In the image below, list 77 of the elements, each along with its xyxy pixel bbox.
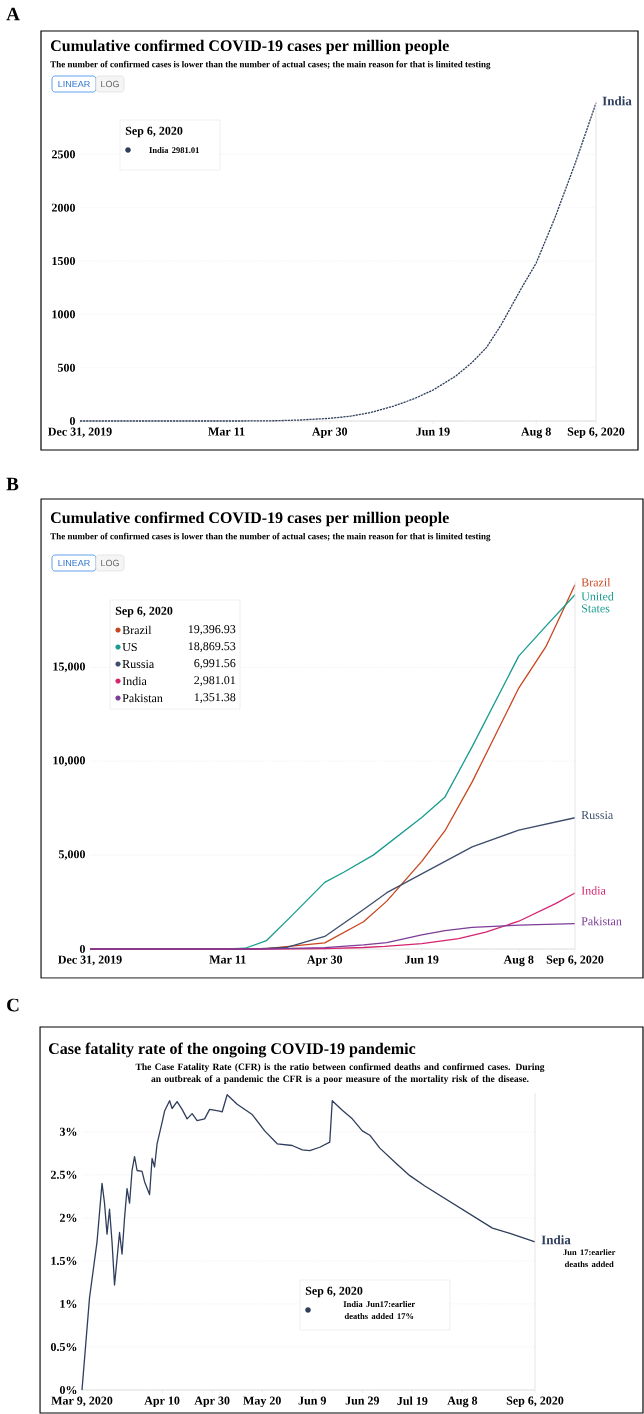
series-label: India [541,1235,571,1245]
series-label: United States [581,592,614,613]
text: LOG [101,80,119,88]
y-tick-label: 2% [59,1213,77,1222]
text: B [6,477,19,491]
line-series [89,922,576,950]
chart-title: Cumulative confirmed COVID-19 cases per million people [50,511,449,527]
y-tick-label: 0% [59,1385,77,1395]
chart-subtitle: The Case Fatality Rate (CFR) is the ratio between confirmed deaths and confirmed cases. During an outbreak of a pandemic the CFR is a poor measure of the mortality risk of the disease. [135,1063,545,1084]
annotation: 18,869.53 [188,642,236,652]
x-tick-label: Apr 10 [144,1396,180,1408]
chart-title: Cumulative confirmed COVID-19 cases per million people [50,39,449,55]
y-tick-label: 0 [79,944,85,954]
annotation: India 2981.01 [149,147,199,154]
y-tick-label: 1% [60,1299,77,1308]
x-tick-label: May 20 [243,1396,281,1408]
x-tick-label: Mar 9, 2020 [51,1396,113,1407]
series-label: Russia [581,810,614,819]
x-tick-label: Jul 19 [397,1396,428,1406]
x-tick-label: Jun 19 [416,427,450,436]
x-tick-label: Jun 19 [405,955,439,964]
y-tick-label: 2000 [51,203,75,212]
annotation: Sep 6, 2020 [115,606,173,618]
y-tick-label: 1.5% [51,1256,77,1265]
annotation: India Jun17:earlier deaths added 17% [343,1301,415,1320]
text: LINEAR [58,559,90,567]
x-tick-label: Mar 11 [209,955,246,964]
chart-subtitle: The number of confirmed cases is lower than the number of actual cases; the main reason for that is limited testing [50,532,491,542]
x-tick-label: Dec 31, 2019 [48,427,112,438]
y-tick-label: 1000 [52,310,75,319]
annotation: 6,991.56 [194,659,236,669]
x-tick-label: Mar 11 [208,427,245,436]
chart-subtitle: The number of confirmed cases is lower than the number of actual cases; the main reason for that is limited testing [50,60,491,70]
text: C [7,998,19,1012]
y-tick-label: 3% [59,1127,77,1136]
x-tick-label: Aug 8 [447,1396,478,1408]
y-tick-label: 15,000 [53,662,85,673]
annotation: Brazil [122,625,152,635]
text: Jun 17:earlier deaths added [563,1249,616,1268]
text: A [6,7,20,21]
y-tick-label: 0 [69,416,75,426]
series-label: Pakistan [581,916,622,926]
x-tick-label: Aug 8 [503,955,534,967]
x-tick-label: Jun 29 [345,1396,380,1405]
x-tick-label: Sep 6, 2020 [567,427,625,439]
x-tick-label: Jun 9 [298,1396,326,1405]
series-label: India [581,886,606,895]
y-tick-label: 2.5% [50,1170,77,1179]
x-tick-label: Aug 8 [521,427,551,439]
annotation: Russia [122,659,155,669]
annotation: Sep 6, 2020 [305,1286,363,1298]
annotation: 1,351.38 [194,693,236,703]
x-tick-label: Apr 30 [307,955,343,967]
x-tick-label: Sep 6, 2020 [506,1396,564,1408]
annotation: Pakistan [122,693,163,703]
x-tick-label: Sep 6, 2020 [546,955,604,967]
line-series [81,1094,536,1391]
annotation: India [122,676,147,686]
annotation: 2,981.01 [194,676,236,686]
text: LOG [101,559,119,567]
x-tick-label: Apr 30 [312,427,348,439]
y-tick-label: 10,000 [53,756,85,767]
series-label: India [602,96,632,106]
y-tick-label: 1500 [52,256,75,266]
x-tick-label: Dec 31, 2019 [58,955,122,966]
y-tick-label: 0.5% [50,1342,77,1352]
line-series [79,102,597,422]
y-tick-label: 2500 [51,150,75,159]
y-tick-label: 5,000 [58,850,85,861]
annotation: 19,396.93 [188,625,236,635]
annotation: US [122,642,137,652]
y-tick-label: 500 [57,363,75,372]
series-label: Brazil [581,578,611,587]
chart-title: Case fatality rate of the ongoing COVID-19 pandemic [48,1042,416,1058]
annotation: Sep 6, 2020 [125,126,183,138]
x-tick-label: Apr 30 [194,1396,230,1408]
text: LINEAR [58,80,90,88]
